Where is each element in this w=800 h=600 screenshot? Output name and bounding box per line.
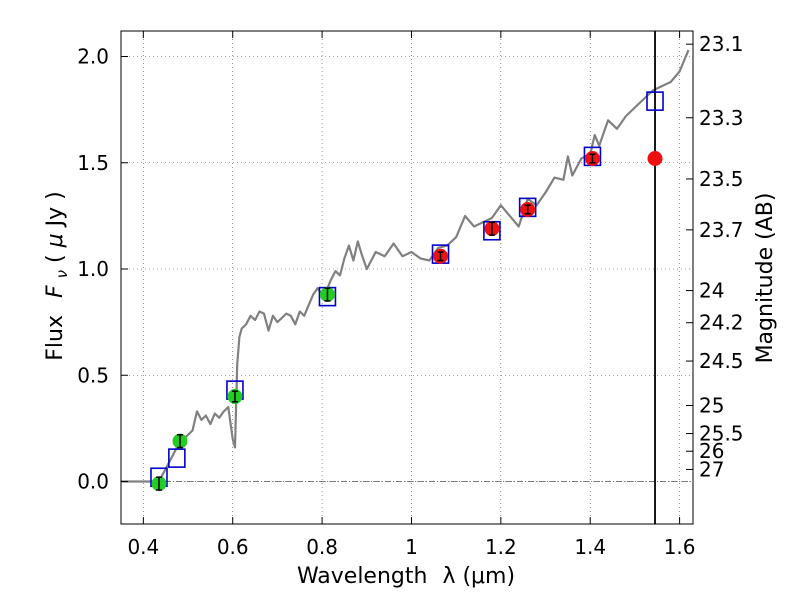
magnitude-tick-label: 23.7 (699, 218, 744, 242)
y-axis-label-unit-open: ( (43, 254, 68, 263)
plot-frame (120, 30, 694, 525)
magnitude-tick-label: 25.5 (699, 422, 744, 446)
magnitude-tick-label: 23.3 (699, 106, 744, 130)
y-axis-label-unit-rest: Jy ) (43, 191, 68, 228)
x-tick-label: 1.6 (664, 535, 696, 559)
magnitude-tick-label: 24.2 (699, 311, 744, 335)
photometry-point (647, 151, 663, 166)
magnitude-tick-label: 26 (699, 439, 724, 463)
synthetic-photometry-markers (150, 91, 664, 488)
magnitude-axis-label: Magnitude (AB) (753, 193, 778, 364)
magnitude-tick-label: 24 (699, 279, 724, 303)
y-tick-label: 0.5 (77, 363, 109, 387)
x-axis-ticks: 0.4 0.6 0.8 1 1.2 1.4 1.6 (127, 31, 696, 559)
grid-lines (121, 31, 693, 524)
y-axis-label-math-sub: ν (53, 270, 71, 278)
x-tick-label: 0.6 (217, 535, 249, 559)
y-axis-label-text: Flux (43, 315, 68, 361)
x-axis-label: Wavelength λ (μm) (297, 564, 515, 589)
y-axis-label-math-main: F (43, 285, 68, 298)
x-axis-label-text: Wavelength (297, 564, 428, 589)
y-tick-label: 1.5 (77, 151, 109, 175)
magnitude-tick-label: 24.5 (699, 349, 744, 373)
model-band-square (646, 91, 664, 111)
magnitude-tick-label: 27 (699, 457, 724, 481)
model-spectrum (121, 49, 690, 483)
y-axis-ticks: 0.0 0.5 1.0 1.5 2.0 (77, 45, 128, 494)
y-axis-label-unit-mu: μ (43, 233, 68, 248)
x-tick-label: 0.4 (127, 535, 159, 559)
magnitude-tick-label: 25 (699, 394, 724, 418)
observed-photometry-points (151, 151, 663, 492)
model-spectrum-line (121, 49, 690, 483)
magnitude-tick-label: 23.1 (699, 32, 744, 56)
y-tick-label: 0.0 (77, 470, 109, 494)
x-tick-label: 0.8 (306, 535, 338, 559)
y-tick-label: 1.0 (77, 257, 109, 281)
magnitude-tick-label: 23.5 (699, 167, 744, 191)
x-tick-label: 1 (405, 535, 418, 559)
x-axis-label-math: λ (μm) (442, 564, 515, 589)
y-tick-label: 2.0 (77, 45, 109, 69)
model-band-square (168, 448, 186, 468)
x-tick-label: 1.4 (574, 535, 606, 559)
y-axis-label: Flux F ν ( μ Jy ) (43, 191, 73, 360)
x-tick-label: 1.2 (485, 535, 517, 559)
